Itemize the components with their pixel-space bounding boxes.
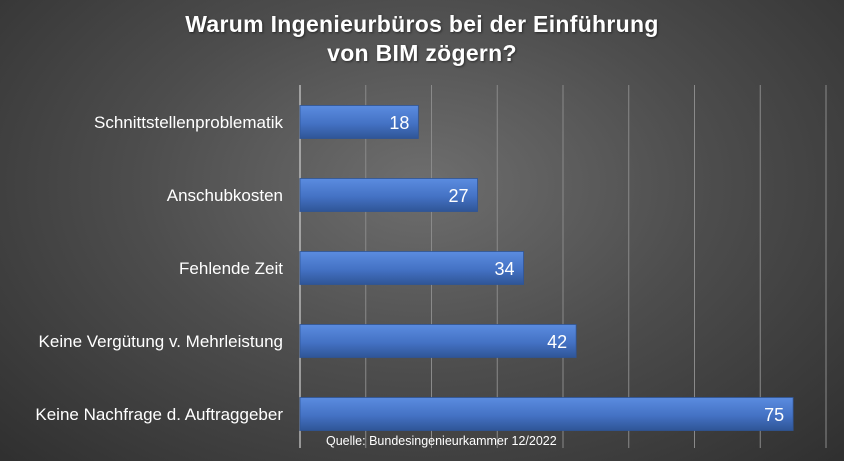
bars: 18 27 34 42 75 [299,105,794,431]
data-label: 42 [547,332,567,352]
category-label: Keine Nachfrage d. Auftraggeber [35,405,283,424]
category-label: Keine Vergütung v. Mehrleistung [39,332,283,351]
source-note: Quelle: Bundesingenieurkammer 12/2022 [326,434,557,448]
chart-title-line-2: von BIM zögern? [327,40,517,66]
chart-title: Warum Ingenieurbüros bei der Einführung … [0,10,844,68]
category-label: Anschubkosten [167,186,283,205]
bar [299,324,577,358]
bar [299,397,794,431]
bar [299,178,478,212]
category-label: Fehlende Zeit [179,259,283,278]
data-label: 75 [764,405,784,425]
data-label: 34 [495,259,515,279]
bar [299,105,419,139]
category-labels: Schnittstellenproblematik Anschubkosten Fe… [35,113,283,424]
gridlines [299,85,827,448]
data-label: 27 [448,186,468,206]
chart-title-line-1: Warum Ingenieurbüros bei der Einführung [185,11,659,37]
bar [299,251,524,285]
data-label: 18 [389,113,409,133]
category-label: Schnittstellenproblematik [94,113,283,132]
